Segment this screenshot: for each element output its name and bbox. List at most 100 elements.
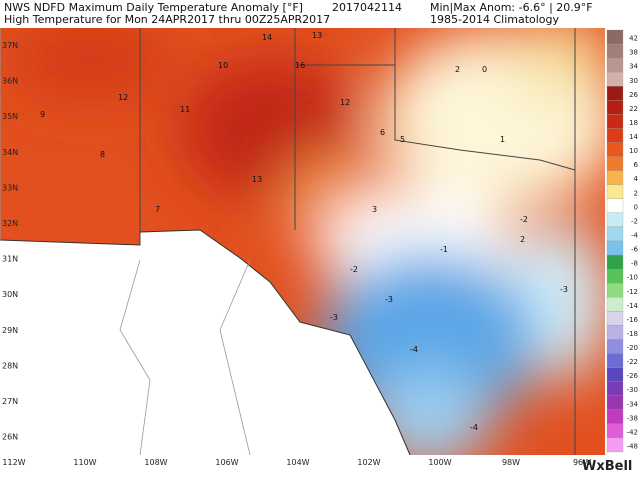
- colorbar-cell: [606, 353, 624, 368]
- colorbar-label: 22: [629, 105, 638, 113]
- colorbar-label: -38: [627, 414, 638, 422]
- colorbar-label: -12: [627, 288, 638, 296]
- colorbar-cell: [606, 423, 624, 439]
- colorbar-label: -18: [627, 330, 638, 338]
- title: NWS NDFD Maximum Daily Temperature Anoma…: [4, 1, 303, 14]
- colorbar-label: -20: [627, 344, 638, 352]
- colorbar-cell: [606, 409, 624, 425]
- colorbar-cell: [606, 57, 624, 73]
- colorbar-cell: [606, 86, 624, 101]
- anomaly-label: -2: [520, 215, 528, 224]
- colorbar-cell: [606, 254, 624, 270]
- anomaly-label: 12: [118, 93, 128, 102]
- colorbar-cell: [606, 170, 624, 185]
- colorbar-label: -4: [631, 231, 639, 239]
- anomaly-label: 14: [262, 33, 272, 42]
- lon-label: 102W: [357, 458, 380, 467]
- colorbar-label: -30: [627, 386, 638, 394]
- colorbar-cell: [606, 100, 624, 115]
- colorbar-label: -26: [627, 372, 639, 380]
- logo: WxBell: [582, 459, 632, 474]
- anomaly-label: -4: [470, 423, 478, 432]
- anomaly-label: -4: [410, 345, 418, 354]
- colorbar-label: -22: [627, 358, 638, 366]
- colorbar-label: -14: [627, 302, 639, 310]
- lat-label: 31N: [2, 255, 18, 264]
- lat-label: 35N: [2, 112, 18, 121]
- colorbar-label: 0: [634, 203, 638, 211]
- lat-label: 26N: [2, 433, 18, 442]
- anomaly-label: 16: [295, 61, 305, 70]
- anomaly-label: 13: [252, 175, 262, 184]
- colorbar-label: 30: [629, 77, 638, 85]
- colorbar-label: -42: [627, 428, 638, 436]
- colorbar-label: 34: [629, 63, 638, 71]
- lon-label: 98W: [502, 458, 520, 467]
- colorbar-cell: [606, 184, 624, 199]
- colorbar-cell: [606, 226, 624, 242]
- colorbar-cell: [606, 311, 624, 326]
- colorbar-label: -10: [627, 274, 638, 282]
- colorbar-label: 26: [629, 91, 638, 99]
- colorbar-cell: [606, 381, 624, 396]
- colorbar-cell: [606, 212, 624, 228]
- run: 2017042114: [332, 1, 402, 14]
- climatology: 1985-2014 Climatology: [430, 13, 560, 26]
- lat-label: 34N: [2, 148, 18, 157]
- colorbar-label: 2: [634, 189, 638, 197]
- lat-label: 30N: [2, 290, 18, 299]
- colorbar-label: 42: [629, 35, 638, 43]
- lon-label: 106W: [215, 458, 238, 467]
- anomaly-label: 10: [218, 61, 228, 70]
- anomaly-label: 9: [40, 110, 45, 119]
- colorbar-cell: [606, 395, 624, 410]
- anomaly-label: -2: [350, 265, 358, 274]
- anomaly-label: 0: [482, 65, 487, 74]
- colorbar-cell: [606, 437, 624, 453]
- lat-label: 27N: [2, 397, 18, 406]
- colorbar-cell: [606, 43, 624, 59]
- colorbar-label: -16: [627, 316, 639, 324]
- colorbar-label: 4: [634, 175, 639, 183]
- lon-label: 104W: [286, 458, 309, 467]
- colorbar-cell: [606, 29, 624, 45]
- anomaly-label: 3: [372, 205, 377, 214]
- colorbar-label: -34: [627, 400, 639, 408]
- colorbar-label: -2: [631, 217, 638, 225]
- anomaly-label: 8: [100, 150, 105, 159]
- subtitle: High Temperature for Mon 24APR2017 thru …: [4, 13, 330, 26]
- lat-label: 32N: [2, 219, 18, 228]
- lat-label: 36N: [2, 77, 18, 86]
- lon-label: 96W: [573, 458, 591, 467]
- colorbar-label: 18: [629, 119, 638, 127]
- anomaly-label: -3: [560, 285, 568, 294]
- anomaly-label: -1: [440, 245, 448, 254]
- anomaly-label: -3: [330, 313, 338, 322]
- colorbar-label: 10: [629, 147, 638, 155]
- anomaly-label: 11: [180, 105, 190, 114]
- lon-label: 108W: [144, 458, 167, 467]
- lat-label: 37N: [2, 41, 18, 50]
- colorbar-cell: [606, 339, 624, 354]
- anomaly-field: [0, 28, 605, 455]
- lon-label: 100W: [428, 458, 451, 467]
- lat-label: 28N: [2, 361, 18, 370]
- lat-label: 29N: [2, 326, 18, 335]
- colorbar-cell: [606, 128, 624, 143]
- colorbar-label: -8: [631, 260, 638, 268]
- anomaly-label: 7: [155, 205, 160, 214]
- colorbar-cell: [606, 156, 624, 171]
- colorbar-cell: [606, 114, 624, 129]
- colorbar-cell: [606, 240, 624, 256]
- colorbar-label: 14: [629, 133, 638, 141]
- state-lines: [139, 28, 576, 455]
- minmax: Min|Max Anom: -6.6° | 20.9°F: [430, 1, 593, 14]
- lat-label: 33N: [2, 183, 18, 192]
- colorbar-cell: [606, 325, 624, 340]
- anomaly-label: 5: [400, 135, 405, 144]
- colorbar-cell: [606, 268, 624, 284]
- colorbar-cell: [606, 367, 624, 382]
- colorbar-label: 6: [634, 161, 639, 169]
- colorbar-cell: [606, 297, 624, 312]
